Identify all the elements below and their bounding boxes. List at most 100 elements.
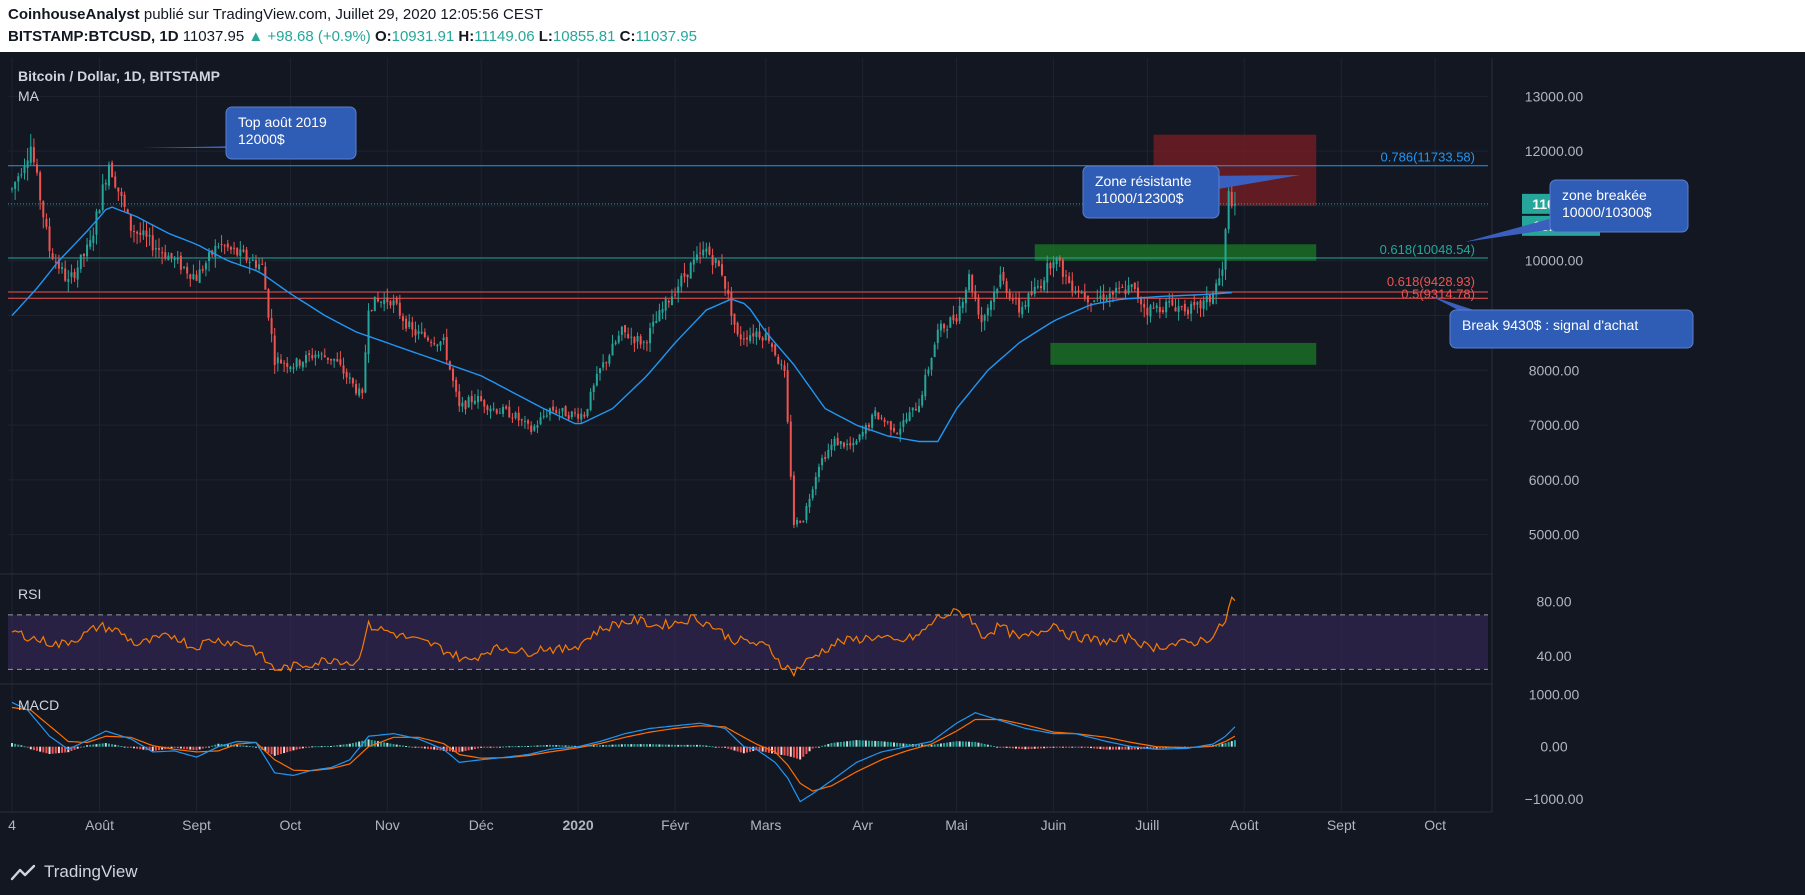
candle-body xyxy=(808,498,811,508)
macd-histogram-bar xyxy=(774,746,777,755)
macd-histogram-bar xyxy=(727,746,730,749)
candle-body xyxy=(774,344,777,356)
candle-body xyxy=(1208,294,1211,303)
macd-histogram-bar xyxy=(104,743,107,747)
macd-histogram-bar xyxy=(655,744,658,747)
price-chart[interactable]: 0.786(11733.58) 0.618(10048.54) 0.618(9428… xyxy=(0,0,1805,853)
macd-histogram-bar xyxy=(817,746,820,748)
macd-histogram-bar xyxy=(17,744,20,747)
macd-histogram-bar xyxy=(639,744,642,747)
candle-body xyxy=(401,316,404,321)
macd-histogram-bar xyxy=(1149,746,1152,749)
candle-body xyxy=(26,160,29,168)
candle-body xyxy=(927,369,930,374)
author-name[interactable]: CoinhouseAnalyst xyxy=(8,6,140,23)
macd-indicator-label: MACD xyxy=(18,697,59,713)
macd-histogram-bar xyxy=(864,740,867,747)
macd-histogram-bar xyxy=(652,744,655,747)
candle-body xyxy=(495,409,498,414)
candle-body xyxy=(958,305,961,321)
candle-body xyxy=(736,322,739,335)
tradingview-logo[interactable]: TradingView xyxy=(10,862,138,882)
x-tick-label: Déc xyxy=(469,817,494,833)
macd-histogram-bar xyxy=(314,746,317,748)
candle-body xyxy=(955,318,958,322)
macd-histogram-bar xyxy=(423,746,426,749)
macd-histogram-bar xyxy=(486,746,489,748)
macd-histogram-bar xyxy=(367,739,370,747)
callout-box xyxy=(1449,309,1694,349)
macd-histogram-bar xyxy=(827,743,830,747)
macd-histogram-bar xyxy=(880,741,883,747)
macd-histogram-bar xyxy=(1033,746,1036,749)
callout-text: 11000/12300$ xyxy=(1095,190,1184,206)
macd-histogram-bar xyxy=(192,746,195,750)
candle-body xyxy=(767,334,770,342)
macd-histogram-bar xyxy=(927,744,930,747)
macd-histogram-bar xyxy=(98,743,101,747)
macd-histogram-bar xyxy=(201,746,204,749)
macd-histogram-bar xyxy=(1136,746,1139,750)
macd-histogram-bar xyxy=(1215,744,1218,747)
macd-histogram-bar xyxy=(839,741,842,747)
macd-histogram-bar xyxy=(267,746,270,753)
candle-body xyxy=(1161,310,1164,313)
macd-histogram-bar xyxy=(855,740,858,747)
candle-body xyxy=(1171,299,1174,306)
macd-histogram-bar xyxy=(527,745,530,747)
macd-histogram-bar xyxy=(702,745,705,747)
macd-histogram-bar xyxy=(326,746,329,748)
macd-histogram-bar xyxy=(533,745,536,747)
candle-body xyxy=(48,226,51,252)
x-tick-label: Août xyxy=(1230,817,1259,833)
candle-body xyxy=(361,389,364,394)
macd-histogram-bar xyxy=(142,746,145,750)
candle-body xyxy=(367,310,370,355)
macd-histogram-bar xyxy=(330,745,333,747)
candle-body xyxy=(120,191,123,197)
macd-histogram-bar xyxy=(1108,746,1111,750)
candle-body xyxy=(680,275,683,287)
candle-body xyxy=(1105,299,1108,301)
macd-histogram-bar xyxy=(389,743,392,747)
candle-body xyxy=(229,247,232,250)
macd-histogram-bar xyxy=(508,746,511,748)
macd-histogram-bar xyxy=(1111,746,1114,750)
macd-histogram-bar xyxy=(961,741,964,747)
candle-body xyxy=(461,402,464,407)
candle-body xyxy=(270,318,273,335)
candle-body xyxy=(502,406,505,414)
open-value: 10931.91 xyxy=(391,28,455,45)
macd-histogram-bar xyxy=(1130,746,1133,750)
macd-histogram-bar xyxy=(836,742,839,747)
y-tick-label: 6000.00 xyxy=(1529,472,1580,488)
candle-body xyxy=(974,291,977,300)
macd-histogram-bar xyxy=(605,744,608,747)
macd-histogram-bar xyxy=(642,744,645,747)
callout-text: Break 9430$ : signal d'achat xyxy=(1462,317,1638,333)
macd-histogram-bar xyxy=(217,743,220,747)
macd-histogram-bar xyxy=(805,746,808,755)
candle-body xyxy=(1018,297,1021,313)
macd-histogram-bar xyxy=(32,746,35,751)
candle-body xyxy=(464,400,467,410)
macd-histogram-bar xyxy=(986,744,989,747)
candle-body xyxy=(833,438,836,447)
macd-histogram-bar xyxy=(48,746,51,755)
macd-histogram-bar xyxy=(714,746,717,748)
high-label: H: xyxy=(458,28,475,45)
macd-histogram-bar xyxy=(1065,746,1068,748)
candle-body xyxy=(817,466,820,478)
macd-histogram-bar xyxy=(761,746,764,752)
callout-pointer xyxy=(1431,296,1480,312)
macd-histogram-bar xyxy=(226,744,229,747)
macd-histogram-bar xyxy=(289,746,292,752)
macd-histogram-bar xyxy=(1090,746,1093,749)
callout-box xyxy=(1549,179,1689,233)
macd-histogram-bar xyxy=(739,746,742,753)
candle-body xyxy=(961,301,964,309)
macd-histogram-bar xyxy=(505,746,508,748)
candle-body xyxy=(1090,303,1093,305)
macd-histogram-bar xyxy=(273,746,276,756)
macd-histogram-bar xyxy=(151,746,154,752)
